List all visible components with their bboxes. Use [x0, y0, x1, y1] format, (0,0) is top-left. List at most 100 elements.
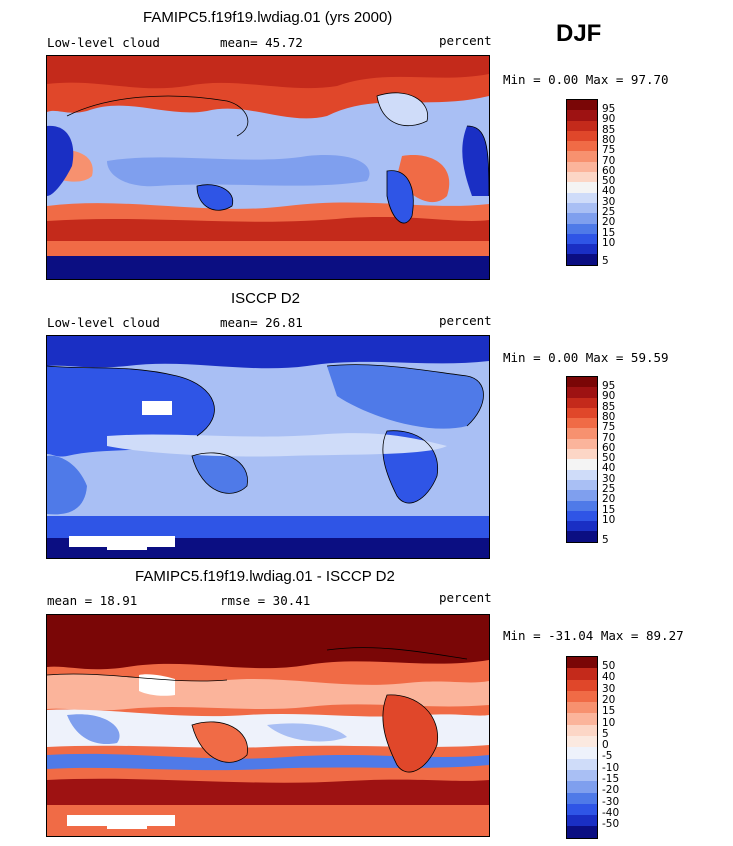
region-north-dark — [47, 56, 489, 89]
panel3-units: percent — [439, 590, 492, 605]
colorbar-tick: 10 — [602, 716, 616, 729]
coastlines — [66, 92, 489, 224]
colorbar-tick: 85 — [602, 123, 616, 136]
panel1-map — [46, 55, 490, 280]
colorbar-swatch — [567, 769, 597, 782]
colorbar-tick: 20 — [602, 693, 616, 706]
colorbar-swatch — [567, 449, 597, 460]
colorbar-tick: 60 — [602, 441, 616, 454]
colorbar-swatch — [567, 151, 597, 162]
colorbar-swatch — [567, 418, 597, 429]
colorbar-tick: 30 — [602, 195, 616, 208]
panel2-colorbar — [566, 376, 598, 543]
colorbar-tick: 15 — [602, 226, 616, 239]
colorbar-tick: 10 — [602, 236, 616, 249]
colorbar-tick: -10 — [602, 761, 620, 774]
region-south-blue — [47, 753, 489, 771]
colorbar-tick: 30 — [602, 682, 616, 695]
panel3-range: Min = -31.04 Max = 89.27 — [503, 628, 684, 643]
colorbar-swatch — [567, 110, 597, 121]
missing-data-antarctica — [69, 536, 175, 550]
colorbar-swatch — [567, 377, 597, 388]
panel1-map-svg — [47, 56, 489, 279]
colorbar-tick: 25 — [602, 483, 616, 495]
colorbar-swatch — [567, 161, 597, 173]
colorbar-swatch — [567, 100, 597, 111]
region-north — [47, 336, 489, 369]
coastlines — [47, 364, 484, 504]
panel2-units: percent — [439, 313, 492, 328]
region-antarctica — [47, 256, 489, 279]
colorbar-swatch — [567, 130, 597, 142]
colorbar-swatch — [567, 668, 597, 680]
region-tropical-light — [107, 433, 447, 457]
region-africa-edge — [47, 125, 74, 196]
region-tropics-blue-a — [67, 714, 120, 745]
colorbar-tick: 20 — [602, 216, 616, 229]
panel3-mean: mean = 18.91 — [47, 593, 138, 608]
region-south-america — [382, 694, 438, 773]
panel2-variable: Low-level cloud — [47, 315, 160, 330]
colorbar-tick: 10 — [602, 513, 616, 526]
region-north-america — [377, 92, 428, 126]
colorbar-tick: -30 — [602, 795, 620, 808]
panel1-units: percent — [439, 33, 492, 48]
colorbar-tick: 95 — [602, 380, 616, 392]
region-australia — [197, 184, 233, 211]
panel2-map-svg — [47, 336, 489, 558]
region-south-dark — [47, 778, 489, 805]
panel2-map — [46, 335, 490, 559]
colorbar-tick: 75 — [602, 421, 616, 434]
missing-data-tibet — [142, 401, 172, 415]
colorbar-swatch — [567, 254, 597, 265]
colorbar-tick: 70 — [602, 154, 616, 167]
region-africa — [47, 455, 87, 515]
colorbar-tick: 30 — [602, 472, 616, 485]
colorbar-swatch — [567, 815, 597, 827]
colorbar-swatch — [567, 826, 597, 838]
colorbar-swatch — [567, 192, 597, 203]
region-africa-east — [462, 126, 489, 196]
colorbar-tick: 50 — [602, 660, 616, 672]
colorbar-tick: 90 — [602, 113, 616, 126]
colorbar-swatch — [567, 747, 597, 759]
colorbar-swatch — [567, 657, 597, 669]
colorbar-swatch — [567, 531, 597, 542]
colorbar-swatch — [567, 120, 597, 131]
colorbar-swatch — [567, 679, 597, 691]
colorbar-swatch — [567, 521, 597, 532]
colorbar-tick: 90 — [602, 390, 616, 403]
panel3-map-svg — [47, 615, 489, 836]
region-tropics-blue-b — [267, 723, 347, 742]
region-north-america — [327, 364, 484, 429]
region-eurasia — [47, 366, 215, 457]
colorbar-tick: 15 — [602, 503, 616, 516]
colorbar-tick: -5 — [602, 750, 613, 763]
colorbar-swatch — [567, 182, 597, 193]
panel1-mean: mean= 45.72 — [220, 35, 303, 50]
colorbar-swatch — [567, 500, 597, 511]
region-south-america — [387, 170, 414, 224]
colorbar-swatch — [567, 781, 597, 793]
colorbar-tick: 60 — [602, 164, 616, 177]
panel1-variable: Low-level cloud — [47, 35, 160, 50]
season-label: DJF — [556, 20, 602, 47]
colorbar-swatch — [567, 438, 597, 450]
colorbar-tick: 25 — [602, 206, 616, 218]
region-south-band-dark — [47, 217, 489, 241]
colorbar-swatch — [567, 724, 597, 737]
panel3-colorbar — [566, 656, 598, 839]
colorbar-tick: 5 — [602, 727, 609, 740]
colorbar-swatch — [567, 213, 597, 224]
colorbar-swatch — [567, 202, 597, 214]
colorbar-swatch — [567, 233, 597, 245]
colorbar-swatch — [567, 490, 597, 501]
colorbar-tick: 5 — [602, 534, 609, 546]
region-australia — [192, 452, 248, 494]
colorbar-swatch — [567, 141, 597, 152]
colorbar-swatch — [567, 459, 597, 470]
colorbar-swatch — [567, 407, 597, 419]
region-australia — [192, 721, 248, 763]
colorbar-swatch — [567, 172, 597, 183]
colorbar-swatch — [567, 223, 597, 234]
